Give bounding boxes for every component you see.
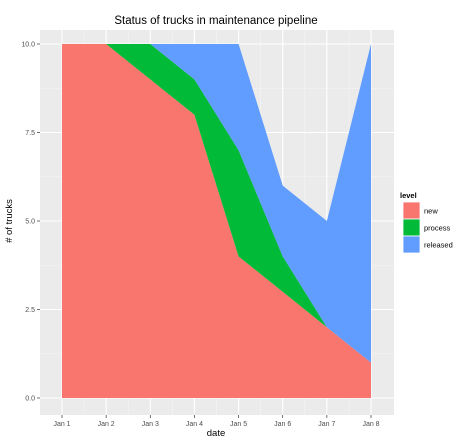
x-tick-label: Jan 8 xyxy=(362,421,379,428)
y-tick-label: 2.5 xyxy=(25,307,35,314)
y-axis-label: # of trucks xyxy=(4,199,15,243)
area-process xyxy=(62,44,371,363)
x-tick-label: Jan 4 xyxy=(186,421,203,428)
x-tick-label: Jan 6 xyxy=(274,421,291,428)
legend-key-process xyxy=(402,218,421,237)
area-released xyxy=(62,44,371,363)
y-tick-label: 7.5 xyxy=(25,130,35,137)
x-tick-label: Jan 1 xyxy=(53,421,70,428)
legend-title: level xyxy=(400,191,417,200)
x-tick-label: Jan 2 xyxy=(98,421,115,428)
x-axis-ticks: Jan 1 Jan 2 Jan 3 Jan 4 Jan 5 Jan 6 Jan 7 Jan 8 xyxy=(53,415,380,428)
y-tick-label: 0.0 xyxy=(25,396,35,403)
area-series xyxy=(62,44,371,398)
legend-label-released: released xyxy=(424,241,453,250)
legend-label-process: process xyxy=(424,224,451,233)
y-axis-ticks: 0.0 2.5 5.0 7.5 10.0 xyxy=(21,42,40,403)
x-axis-label: date xyxy=(207,428,226,439)
y-tick-label: 10.0 xyxy=(21,42,35,49)
x-tick-label: Jan 7 xyxy=(318,421,335,428)
area-new xyxy=(62,44,371,398)
legend: level new process released xyxy=(400,191,453,254)
chart-title: Status of trucks in maintenance pipeline xyxy=(114,15,317,27)
legend-key-new xyxy=(402,201,421,220)
legend-key-released xyxy=(402,235,421,254)
legend-label-new: new xyxy=(424,207,438,216)
x-tick-label: Jan 5 xyxy=(230,421,247,428)
y-tick-label: 5.0 xyxy=(25,219,35,226)
x-tick-label: Jan 3 xyxy=(142,421,159,428)
